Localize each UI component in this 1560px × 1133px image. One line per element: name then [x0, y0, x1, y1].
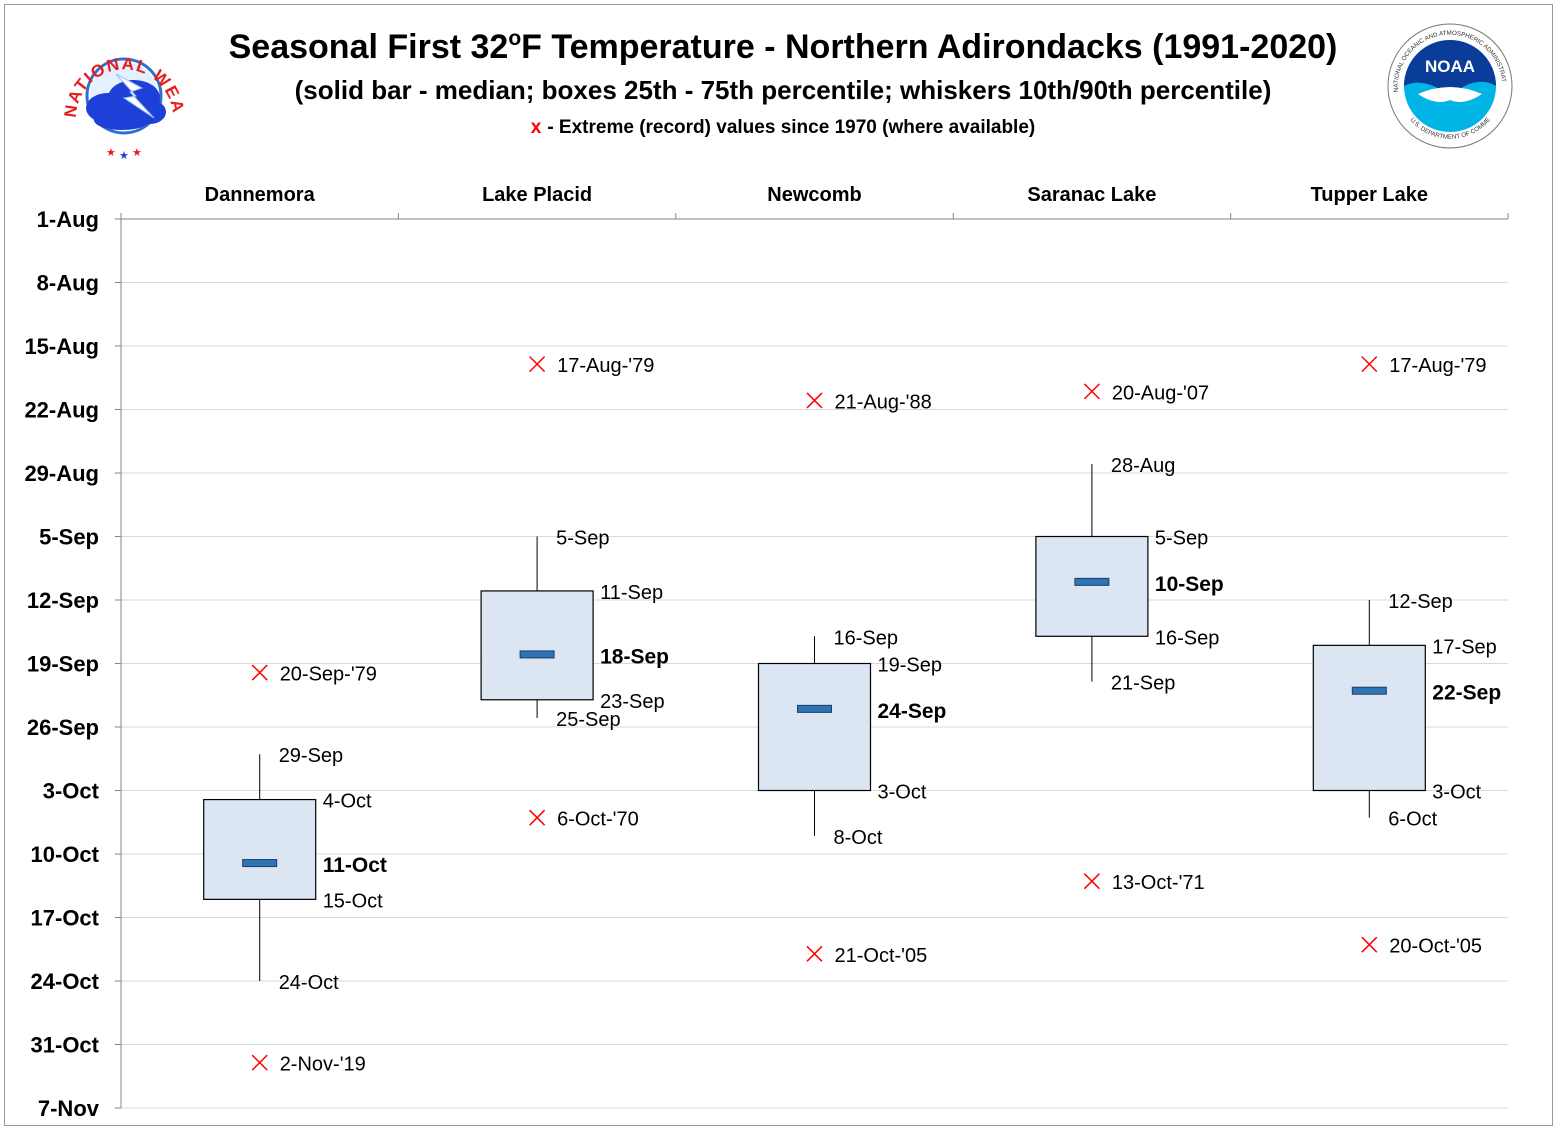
median-bar — [797, 704, 832, 713]
plot-area: 1-Aug 8-Aug 15-Aug 22-Aug 29-Aug 5-Sep 12-Sep 1… — [24, 184, 1509, 1121]
extreme-label: 6-Oct-'70 — [557, 809, 639, 831]
p90-label: 24-Oct — [279, 972, 339, 994]
extreme-label: 21-Aug-'88 — [835, 391, 932, 413]
chart-title: Seasonal First 32oF Temperature - Northe… — [229, 27, 1338, 66]
y-tick-label: 8-Aug — [37, 271, 99, 296]
extreme-marker — [1361, 356, 1378, 373]
category-label: Saranac Lake — [1027, 184, 1156, 206]
category-label: Dannemora — [205, 184, 316, 206]
category-label: Tupper Lake — [1311, 184, 1428, 206]
svg-text:★: ★ — [106, 147, 116, 159]
p75-label: 3-Oct — [1432, 782, 1481, 804]
extreme-marker — [1083, 873, 1100, 890]
svg-text:★: ★ — [132, 147, 142, 159]
median-bar — [1074, 577, 1110, 586]
p75-label: 3-Oct — [878, 782, 927, 804]
chart-frame — [4, 4, 1553, 1126]
p10-label: 16-Sep — [834, 627, 899, 649]
y-tick-label: 26-Sep — [27, 715, 99, 740]
y-tick-label: 7-Nov — [38, 1096, 100, 1121]
extreme-note: x- Extreme (record) values since 1970 (w… — [531, 117, 1035, 138]
p10-label: 29-Sep — [279, 745, 344, 767]
extreme-marker — [806, 392, 823, 409]
category-label: Lake Placid — [482, 184, 592, 206]
median-label: 22-Sep — [1432, 682, 1501, 705]
iqr-box — [757, 662, 872, 792]
extreme-marker — [251, 664, 268, 681]
svg-text:★: ★ — [119, 150, 129, 161]
p10-label: 28-Aug — [1111, 455, 1176, 477]
extreme-marker — [1083, 383, 1100, 400]
extreme-label: 2-Nov-'19 — [280, 1054, 366, 1076]
p25-label: 11-Sep — [600, 582, 663, 604]
median-label: 18-Sep — [600, 645, 669, 668]
y-tick-label: 24-Oct — [31, 969, 100, 994]
median-label: 11-Oct — [323, 854, 387, 877]
iqr-box — [203, 798, 317, 900]
extreme-label: 13-Oct-'71 — [1112, 872, 1205, 894]
nws-logo: NATIONAL WEATHER SERVICE ★ ★ ★ — [46, 26, 186, 161]
p90-label: 21-Sep — [1111, 673, 1176, 695]
noaa-logo: NOAA NATIONAL OCEANIC AND ATMOSPHERIC AD… — [1384, 20, 1513, 149]
p25-label: 17-Sep — [1432, 636, 1497, 658]
median-bar — [519, 650, 555, 659]
extreme-marker — [529, 356, 546, 373]
p25-label: 19-Sep — [878, 655, 943, 677]
p75-label: 23-Sep — [600, 691, 665, 713]
p10-label: 12-Sep — [1388, 591, 1453, 613]
y-tick-label: 5-Sep — [39, 525, 99, 550]
p90-label: 8-Oct — [834, 827, 883, 849]
p75-label: 15-Oct — [323, 890, 383, 912]
p10-label: 5-Sep — [556, 528, 609, 550]
extreme-marker — [1361, 936, 1378, 953]
p75-label: 16-Sep — [1155, 627, 1220, 649]
extreme-marker — [806, 945, 823, 962]
extreme-marker — [251, 1054, 268, 1071]
extreme-marker — [529, 809, 546, 826]
y-tick-label: 29-Aug — [24, 461, 99, 486]
extreme-label: 20-Sep-'79 — [280, 664, 377, 686]
chart-subtitle: (solid bar - median; boxes 25th - 75th p… — [295, 75, 1272, 105]
p25-label: 5-Sep — [1155, 528, 1208, 550]
y-tick-label: 19-Sep — [27, 652, 99, 677]
iqr-box — [1312, 644, 1426, 792]
y-tick-label: 31-Oct — [31, 1033, 100, 1058]
median-label: 24-Sep — [878, 700, 947, 723]
y-tick-label: 12-Sep — [27, 588, 99, 613]
y-tick-label: 17-Oct — [31, 906, 100, 931]
p90-label: 6-Oct — [1388, 809, 1437, 831]
p90-label: 25-Sep — [556, 709, 621, 731]
p25-label: 4-Oct — [323, 791, 372, 813]
extreme-label: 17-Aug-'79 — [557, 355, 654, 377]
y-tick-label: 3-Oct — [43, 779, 100, 804]
y-tick-label: 15-Aug — [24, 334, 99, 359]
category-label: Newcomb — [767, 184, 861, 206]
y-tick-label: 22-Aug — [24, 398, 99, 423]
median-bar — [1351, 686, 1387, 695]
median-label: 10-Sep — [1155, 573, 1224, 596]
extreme-label: 17-Aug-'79 — [1389, 355, 1486, 377]
extreme-label: 20-Aug-'07 — [1112, 382, 1209, 404]
iqr-box — [480, 590, 594, 701]
iqr-box — [1035, 535, 1149, 637]
extreme-label: 21-Oct-'05 — [835, 945, 928, 967]
noaa-logo-text: NOAA — [1425, 57, 1475, 76]
y-tick-label: 10-Oct — [31, 842, 100, 867]
extreme-label: 20-Oct-'05 — [1389, 936, 1482, 958]
median-bar — [242, 859, 278, 868]
y-tick-label: 1-Aug — [37, 207, 99, 232]
